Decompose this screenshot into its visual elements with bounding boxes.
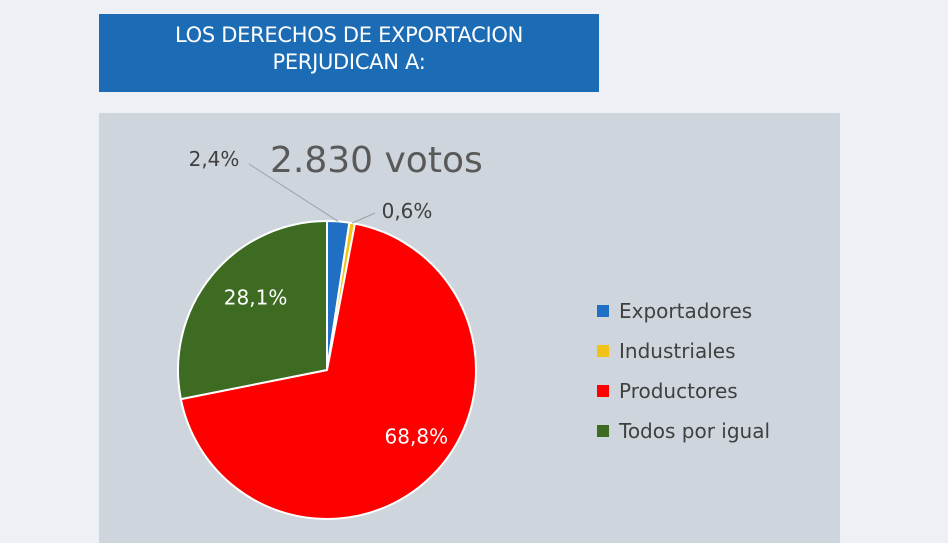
legend-item: Todos por igual [597,411,770,451]
legend-label: Exportadores [619,299,753,323]
data-label-exportadores: 2,4% [189,147,240,171]
chart-legend: Exportadores Industriales Productores Todos… [597,291,770,451]
legend-item: Productores [597,371,770,411]
legend-swatch [597,425,609,437]
leader-line-industriales [351,212,376,224]
legend-label: Productores [619,379,738,403]
legend-swatch [597,305,609,317]
pie-slice-productores [179,222,477,520]
chart-panel: 2,4% 0,6% 68,8% 28,1% 2.830 votos Exportado… [99,113,840,543]
title-line-2: PERJUDICAN A: [272,50,426,74]
votes-annotation: 2.830 votos [270,140,483,181]
title-line-1: LOS DERECHOS DE EXPORTACION [175,23,523,47]
legend-label: Todos por igual [619,419,771,443]
pie-chart: 2,4% 0,6% 68,8% 28,1% [177,147,477,520]
title-banner: LOS DERECHOS DE EXPORTACION PERJUDICAN A… [99,14,599,92]
data-label-industriales: 0,6% [382,199,433,223]
data-label-todos-por-igual: 28,1% [224,285,288,309]
legend-swatch [597,385,609,397]
legend-swatch [597,345,609,357]
pie-slice-todos-por-igual [177,220,328,401]
legend-item: Industriales [597,331,770,371]
legend-label: Industriales [619,339,736,363]
data-label-productores: 68,8% [385,425,449,449]
legend-item: Exportadores [597,291,770,331]
leader-line-exportadores [248,163,339,222]
